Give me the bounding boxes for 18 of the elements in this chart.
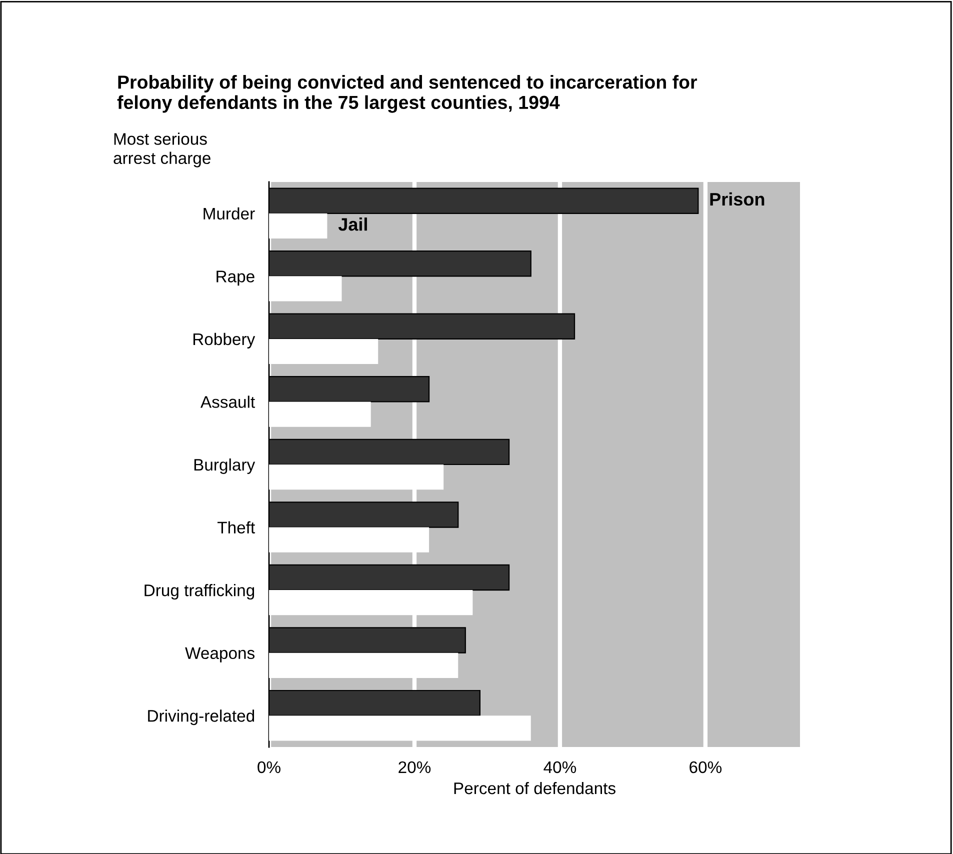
y-tick-label: Robbery bbox=[193, 332, 256, 348]
y-tick-label: Driving-related bbox=[148, 710, 254, 726]
x-tick-label: 60% bbox=[690, 761, 722, 774]
y-tick-label: Weapons bbox=[185, 647, 255, 662]
y-tick-label: Theft bbox=[218, 521, 255, 534]
x-tick-label: 40% bbox=[544, 761, 576, 774]
y-tick-label: Drug trafficking bbox=[144, 584, 254, 600]
y-axis-title: Most serious arrest charge bbox=[114, 132, 210, 168]
series-label: Jail bbox=[338, 218, 367, 231]
series-label: Prison bbox=[710, 192, 764, 206]
x-axis-title: Percent of defendants bbox=[454, 782, 616, 794]
x-tick-label: 20% bbox=[398, 761, 431, 774]
y-tick-label: Rape bbox=[216, 270, 254, 286]
y-tick-label: Burglary bbox=[194, 458, 256, 474]
y-tick-label: Murder bbox=[204, 207, 255, 220]
y-tick-label: Assault bbox=[200, 396, 255, 408]
x-tick-label: 0% bbox=[258, 761, 280, 774]
chart-title: Probability of being convicted and sentenced to incarceration for felony defendants in the 75 largest counties, 1994 bbox=[117, 75, 698, 113]
